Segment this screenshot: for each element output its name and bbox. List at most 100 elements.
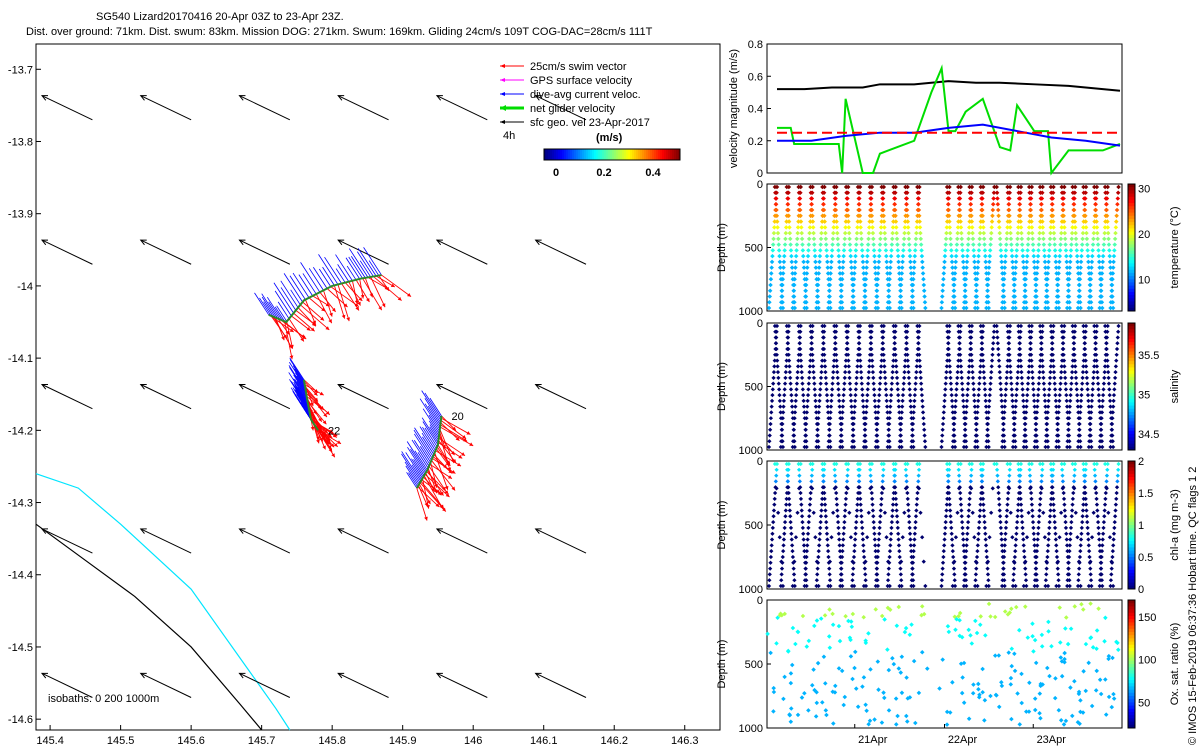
chla-colorbar-tick: 0 xyxy=(1138,584,1144,596)
sfc-arrow-head xyxy=(238,528,246,534)
temperature-colorbar-label: temperature (°C) xyxy=(1169,206,1181,288)
dac-vector xyxy=(322,266,335,286)
temperature-colorbar-cell xyxy=(1128,196,1135,201)
temperature-colorbar-cell xyxy=(1128,263,1135,268)
salinity-y-tick-label: 0 xyxy=(757,318,763,330)
dac-vector xyxy=(428,420,440,437)
velocity-y-tick-label: 0.4 xyxy=(748,104,763,116)
dac-vector xyxy=(424,392,442,419)
temperature-colorbar-cell xyxy=(1128,187,1135,191)
swim-vector-head xyxy=(323,413,327,418)
salinity-colorbar-cell xyxy=(1128,351,1135,356)
swim-vector-head xyxy=(357,301,361,306)
dac-vector xyxy=(363,247,382,276)
temperature-data-point xyxy=(886,288,892,293)
sfc-arrow-head xyxy=(139,239,147,246)
dac-vector xyxy=(428,414,440,432)
oxygen-colorbar-cell xyxy=(1128,632,1135,636)
temperature-data-point xyxy=(790,305,795,311)
temperature-colorbar-cell xyxy=(1128,203,1135,207)
salinity-colorbar-cell xyxy=(1128,361,1135,365)
speed-colorbar-cell xyxy=(640,149,643,160)
temperature-colorbar-cell xyxy=(1128,253,1135,258)
temperature-data-point xyxy=(805,265,810,270)
dac-vector xyxy=(263,301,274,317)
dac-vector xyxy=(424,427,438,447)
swim-vector-head xyxy=(466,431,471,435)
dac-vector xyxy=(288,372,308,402)
swim-vector-head xyxy=(444,490,449,494)
oxygen-colorbar-tick: 100 xyxy=(1138,655,1156,667)
sfc-arrow-head xyxy=(40,528,49,534)
chla-colorbar-cell xyxy=(1128,521,1135,526)
temperature-data-point xyxy=(872,259,878,265)
temperature-data-point xyxy=(838,299,843,305)
swim-vector-head xyxy=(436,489,441,493)
swim-vector xyxy=(435,448,450,467)
speed-colorbar-cell xyxy=(584,149,587,160)
sfc-arrow-head xyxy=(435,528,443,534)
temperature-data-point xyxy=(816,276,821,282)
dac-vector xyxy=(295,389,310,412)
dac-vector xyxy=(421,390,442,421)
dac-vector xyxy=(313,267,328,289)
temperature-data-point xyxy=(779,288,785,293)
temperature-data-point xyxy=(767,288,773,293)
swim-vector xyxy=(341,283,360,311)
dac-vector xyxy=(424,403,441,428)
temperature-data-point xyxy=(814,299,820,305)
dac-vector xyxy=(422,408,440,434)
speed-colorbar-cell xyxy=(654,149,657,160)
chla-y-tick-label: 500 xyxy=(745,520,763,532)
dac-vector xyxy=(290,387,312,419)
swim-vector xyxy=(423,475,444,510)
speed-colorbar-cell xyxy=(550,149,553,160)
swim-vector-head xyxy=(346,317,350,322)
swim-vector-head xyxy=(281,336,285,341)
sfc-arrow-shaft xyxy=(140,528,192,554)
dac-vector xyxy=(254,292,270,316)
swim-vector xyxy=(291,315,311,331)
dac-vector xyxy=(414,427,434,457)
sfc-arrow-head xyxy=(534,95,542,101)
temperature-data-point xyxy=(840,265,846,270)
dac-vector xyxy=(408,472,418,487)
map-y-ticks: -13.7-13.8-13.9-14-14.1-14.2-14.3-14.4-1… xyxy=(8,64,41,726)
swim-vector xyxy=(348,281,361,306)
swim-vector xyxy=(439,429,455,464)
temperature-data-point xyxy=(801,259,806,265)
sfc-arrow-head xyxy=(435,95,443,101)
temperature-data-point xyxy=(873,299,879,305)
dac-vector xyxy=(293,381,309,405)
swim-vector xyxy=(305,389,328,418)
net-track-line xyxy=(302,379,319,431)
temperature-data-point xyxy=(898,294,903,299)
temperature-data-point xyxy=(875,282,880,288)
temperature-data-point xyxy=(852,259,858,265)
dac-vector xyxy=(302,273,317,295)
dac-vector xyxy=(406,472,418,489)
temperature-data-point xyxy=(840,271,845,276)
swim-vector-head xyxy=(407,293,412,297)
temperature-data-point xyxy=(860,259,866,265)
speed-colorbar-cell xyxy=(566,149,569,160)
swim-vector xyxy=(281,319,306,339)
dac-vector xyxy=(413,440,431,465)
temperature-data-point xyxy=(864,259,870,265)
chla-colorbar-cell xyxy=(1128,496,1135,500)
dac-vector xyxy=(294,389,310,413)
speed-colorbar-cell xyxy=(632,149,635,160)
temperature-data-point xyxy=(888,265,893,270)
oxygen-colorbar-cell xyxy=(1128,612,1135,617)
oxygen-colorbar-cell xyxy=(1128,654,1135,659)
chla-colorbar-cell xyxy=(1128,544,1135,548)
dac-vector xyxy=(298,274,313,297)
speed-colorbar-cell xyxy=(636,149,639,160)
oxygen-colorbar-cell xyxy=(1128,673,1135,678)
dac-vector xyxy=(419,446,431,463)
swim-vector-head xyxy=(329,312,333,317)
sfc-arrow-shaft xyxy=(239,95,291,121)
temperature-colorbar-cell xyxy=(1128,291,1135,296)
sfc-arrow-head xyxy=(435,383,443,390)
temperature-data-point xyxy=(813,271,819,276)
